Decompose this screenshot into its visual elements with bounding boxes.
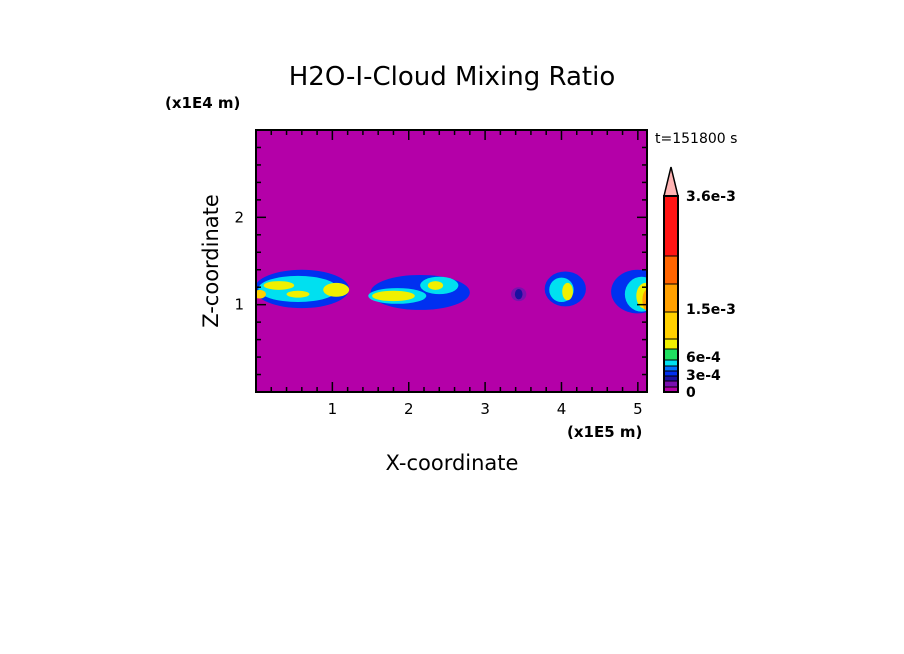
axis-ticks: 1 2 3 4 5 1 2	[234, 130, 647, 418]
colorbar-segment	[663, 375, 679, 382]
colorbar-extend-triangle	[663, 166, 679, 197]
x-tick-label: 2	[404, 400, 414, 418]
contour-region-15	[562, 282, 573, 301]
contour-region-5	[256, 289, 266, 299]
y-tick-label: 1	[234, 296, 244, 314]
colorbar-segment	[663, 359, 679, 367]
plot-frame	[255, 129, 648, 393]
colorbar-segment	[663, 195, 679, 257]
contour-region-12	[514, 288, 523, 300]
time-label: t=151800 s	[655, 131, 737, 147]
contour-region-10	[427, 281, 444, 290]
y-axis-label: Z-coordinate	[199, 194, 223, 328]
contour-region-2	[323, 282, 350, 297]
colorbar-segment	[663, 365, 679, 372]
colorbar-segment	[663, 338, 679, 350]
colorbar-label: 3e-4	[686, 368, 721, 384]
contour-region-4	[286, 290, 310, 298]
colorbar-segment	[663, 380, 679, 388]
x-tick-label: 4	[557, 400, 567, 418]
colorbar-frame	[663, 195, 679, 393]
y-tick-label: 2	[234, 208, 244, 226]
chart-title: H2O-I-Cloud Mixing Ratio	[289, 62, 616, 92]
colorbar: 03e-4 6e-4 1.5e-3 3.6e-3	[663, 166, 736, 401]
colorbar-segment	[663, 311, 679, 340]
plot-area	[256, 130, 647, 392]
colorbar-segment	[663, 255, 679, 285]
colorbar-label: 6e-4	[686, 350, 721, 366]
cloud-contours	[256, 269, 647, 314]
colorbar-label: 0	[686, 385, 696, 401]
colorbar-segment	[663, 370, 679, 377]
y-unit-label: (x1E4 m)	[165, 94, 240, 112]
x-tick-label: 5	[633, 400, 643, 418]
colorbar-label: 1.5e-3	[686, 302, 736, 318]
colorbar-segment	[663, 283, 679, 313]
x-tick-label: 1	[328, 400, 338, 418]
colorbar-label: 3.6e-3	[686, 189, 736, 205]
contour-region-8	[372, 290, 415, 302]
x-axis-label: X-coordinate	[386, 451, 519, 475]
contour-region-3	[263, 281, 295, 290]
colorbar-segment	[663, 348, 679, 361]
x-tick-label: 3	[480, 400, 490, 418]
x-unit-label: (x1E5 m)	[567, 423, 642, 441]
contour-region-19	[642, 289, 647, 311]
